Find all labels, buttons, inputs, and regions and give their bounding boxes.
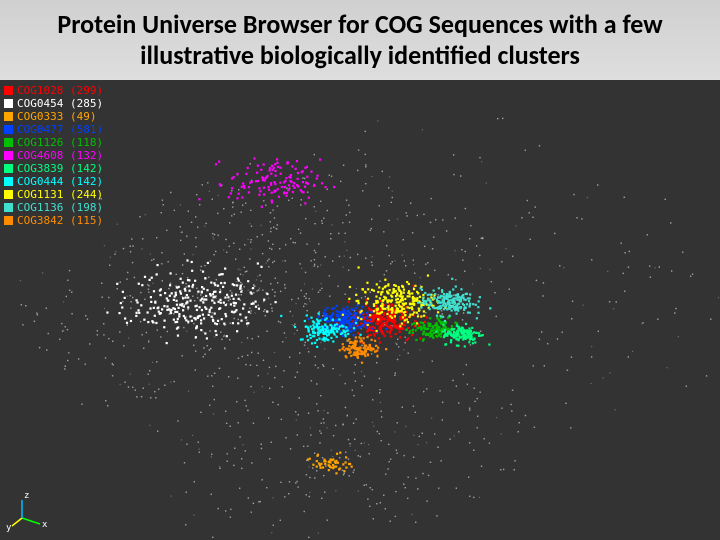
legend-item: COG1136 (198) — [4, 201, 103, 214]
legend-swatch — [4, 216, 13, 225]
cluster-points — [417, 278, 491, 322]
legend-swatch — [4, 177, 13, 186]
legend-label: COG0454 (285) — [17, 97, 103, 110]
legend-item: COG3839 (142) — [4, 162, 103, 175]
legend-label: COG0477 (581) — [17, 123, 103, 136]
legend-swatch — [4, 99, 13, 108]
legend-item: COG1131 (244) — [4, 188, 103, 201]
title-bar: Protein Universe Browser for COG Sequenc… — [0, 0, 720, 80]
plot-area: COG1028 (299)COG0454 (285)COG0333 (49)CO… — [0, 80, 720, 540]
legend-swatch — [4, 164, 13, 173]
legend-label: COG3839 (142) — [17, 162, 103, 175]
legend-item: COG0477 (581) — [4, 123, 103, 136]
legend: COG1028 (299)COG0454 (285)COG0333 (49)CO… — [4, 84, 103, 227]
legend-label: COG0333 (49) — [17, 110, 96, 123]
cluster-points — [198, 157, 335, 207]
legend-item: COG0444 (142) — [4, 175, 103, 188]
legend-item: COG0454 (285) — [4, 97, 103, 110]
cluster-points — [339, 336, 388, 364]
legend-item: COG1126 (118) — [4, 136, 103, 149]
legend-label: COG0444 (142) — [17, 175, 103, 188]
slide-title: Protein Universe Browser for COG Sequenc… — [0, 9, 720, 71]
legend-swatch — [4, 112, 13, 121]
legend-label: COG3842 (115) — [17, 214, 103, 227]
legend-swatch — [4, 86, 13, 95]
scatter-plot — [0, 80, 720, 540]
legend-swatch — [4, 203, 13, 212]
legend-label: COG1028 (299) — [17, 84, 103, 97]
legend-label: COG1126 (118) — [17, 136, 103, 149]
cluster-points — [307, 452, 353, 475]
legend-swatch — [4, 151, 13, 160]
legend-swatch — [4, 138, 13, 147]
axis-gizmo: xyz — [10, 480, 60, 530]
legend-swatch — [4, 190, 13, 199]
legend-item: COG3842 (115) — [4, 214, 103, 227]
legend-item: COG0333 (49) — [4, 110, 103, 123]
legend-label: COG1131 (244) — [17, 188, 103, 201]
cluster-points — [106, 259, 276, 344]
legend-label: COG1136 (198) — [17, 201, 103, 214]
legend-item: COG1028 (299) — [4, 84, 103, 97]
legend-swatch — [4, 125, 13, 134]
legend-label: COG4608 (132) — [17, 149, 103, 162]
legend-item: COG4608 (132) — [4, 149, 103, 162]
slide: Protein Universe Browser for COG Sequenc… — [0, 0, 720, 540]
